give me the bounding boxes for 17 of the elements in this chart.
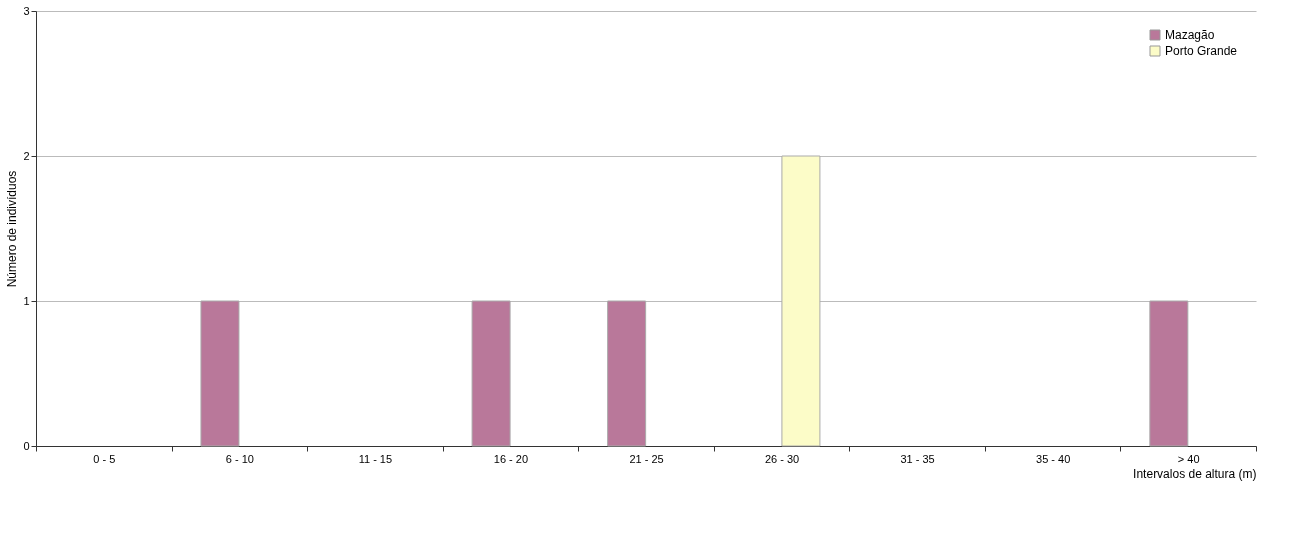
x-axis-title: Intervalos de altura (m) [1133, 466, 1257, 481]
y-tick-label: 0 [23, 439, 30, 452]
x-tick-label: 16 - 20 [493, 452, 529, 465]
x-tick-label: 35 - 40 [1036, 452, 1071, 465]
x-tick-label: 21 - 25 [629, 452, 664, 465]
x-tick-label: 6 - 10 [225, 452, 254, 465]
x-tick-label: 26 - 30 [764, 452, 800, 465]
legend-label: Porto Grande [1165, 44, 1238, 58]
y-axis-title: Número de indivíduos [5, 170, 20, 288]
x-tick-label: 0 - 5 [93, 452, 116, 465]
y-tick-label: 1 [23, 294, 30, 307]
x-tick-label: 11 - 15 [358, 452, 393, 465]
x-tick-label: > 40 [1177, 452, 1200, 465]
y-tick-label: 2 [23, 149, 30, 162]
y-tick-label: 3 [23, 4, 30, 17]
x-tick-label: 31 - 35 [900, 452, 935, 465]
legend-label: Mazagão [1165, 28, 1215, 42]
